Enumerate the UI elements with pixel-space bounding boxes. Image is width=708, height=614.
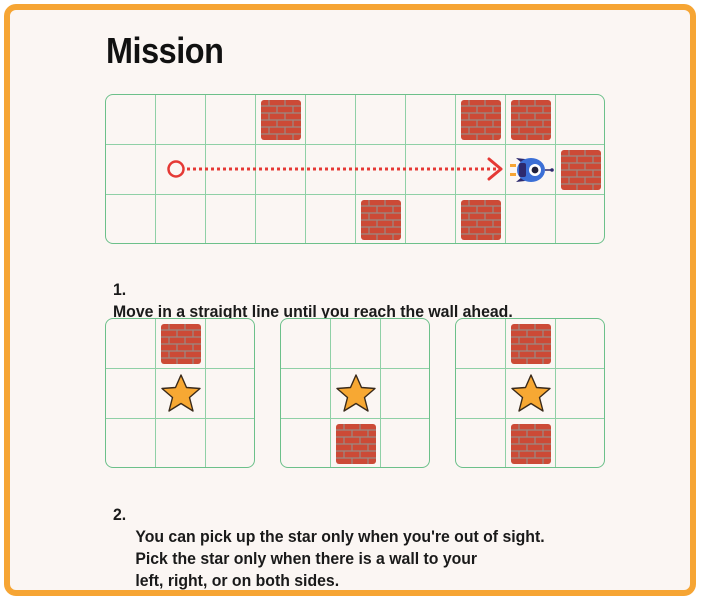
grid-cell [106, 419, 156, 467]
brick-wall-icon [561, 150, 601, 190]
grid-cell [506, 95, 556, 145]
example-grid-3 [455, 318, 605, 468]
grid-cell [556, 369, 604, 419]
grid-cell [331, 319, 381, 369]
brick-wall-icon [461, 200, 501, 240]
grid-cell [306, 145, 356, 195]
grid-cell [456, 419, 506, 467]
grid-cell [206, 319, 254, 369]
brick-wall-icon [511, 324, 551, 364]
grid-cell [206, 419, 254, 467]
grid-cell [156, 195, 206, 243]
grid-cell [506, 369, 556, 419]
grid-cell [331, 419, 381, 467]
step2-caption: 2. You can pick up the star only when yo… [113, 482, 550, 614]
grid-cell [206, 369, 254, 419]
grid-cell [456, 95, 506, 145]
grid-cell [381, 369, 429, 419]
grid-cell [256, 195, 306, 243]
grid-cell [206, 145, 256, 195]
brick-wall-icon [261, 100, 301, 140]
grid-cell [156, 95, 206, 145]
grid-cell [556, 145, 604, 195]
grid-cell [356, 145, 406, 195]
grid-cell [506, 419, 556, 467]
step1-text: Move in a straight line until you reach … [113, 302, 513, 321]
grid-cell [256, 95, 306, 145]
grid-cell [106, 195, 156, 243]
grid-cell [556, 419, 604, 467]
example-grid-2 [280, 318, 430, 468]
star-icon [161, 374, 201, 412]
brick-wall-icon [461, 100, 501, 140]
grid-cell [106, 319, 156, 369]
grid-cell [156, 319, 206, 369]
grid-cell [356, 195, 406, 243]
grid-cell [506, 195, 556, 243]
grid-cell [281, 419, 331, 467]
grid-cell [381, 319, 429, 369]
grid-cell [456, 369, 506, 419]
grid-cell [206, 195, 256, 243]
step1-number: 1. [113, 280, 127, 299]
star-icon [511, 374, 551, 412]
grid-cell [281, 369, 331, 419]
robot-icon [510, 158, 554, 182]
grid-cell [106, 95, 156, 145]
grid-cell [156, 369, 206, 419]
brick-wall-icon [361, 200, 401, 240]
grid-cell [256, 145, 306, 195]
grid-cell [506, 145, 556, 195]
grid-cell [556, 195, 604, 243]
grid-cell [106, 369, 156, 419]
grid-cell [206, 95, 256, 145]
grid-cell [381, 419, 429, 467]
grid-cell [406, 95, 456, 145]
step1-caption: 1. Move in a straight line until you rea… [113, 257, 513, 323]
grid-cell [306, 195, 356, 243]
example-grid-1 [105, 318, 255, 468]
grid-cell [306, 95, 356, 145]
grid-cell [406, 195, 456, 243]
grid-cell [106, 145, 156, 195]
brick-wall-icon [336, 424, 376, 464]
page-title: Mission [106, 30, 224, 71]
grid-cell [156, 419, 206, 467]
grid-cell [156, 145, 206, 195]
grid-cell [406, 145, 456, 195]
grid-cell [281, 319, 331, 369]
brick-wall-icon [161, 324, 201, 364]
star-icon [336, 374, 376, 412]
grid-cell [331, 369, 381, 419]
grid-cell [506, 319, 556, 369]
brick-wall-icon [511, 424, 551, 464]
grid-cell [556, 95, 604, 145]
mission-grid-step1 [105, 94, 605, 244]
grid-cell [456, 319, 506, 369]
step2-text: You can pick up the star only when you'r… [135, 527, 545, 590]
grid-cell [456, 145, 506, 195]
grid-cell [556, 319, 604, 369]
step2-number: 2. [113, 505, 127, 524]
grid-cell [356, 95, 406, 145]
grid-cell [456, 195, 506, 243]
brick-wall-icon [511, 100, 551, 140]
